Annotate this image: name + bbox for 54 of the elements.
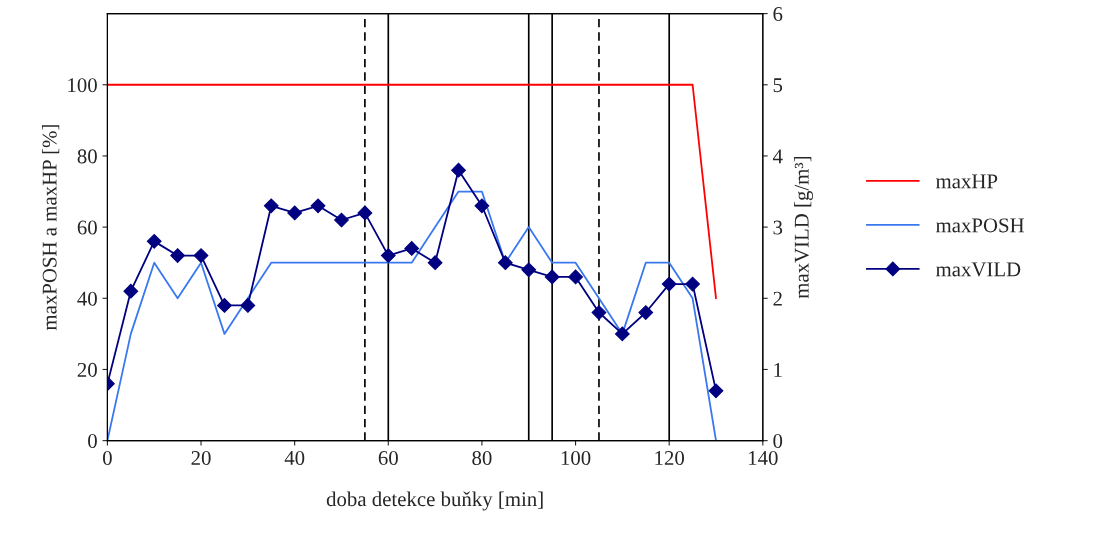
y-axis-title: maxPOSH a maxHP [%] xyxy=(41,125,60,331)
point xyxy=(544,269,560,285)
point xyxy=(334,212,349,228)
y2-tick-label: 5 xyxy=(773,78,783,93)
x-tick-label: 0 xyxy=(102,450,112,466)
point xyxy=(404,241,420,256)
point xyxy=(591,305,607,320)
point xyxy=(217,298,232,313)
y2-axis-title: maxVILD [g/m³] xyxy=(794,156,814,299)
x-tick-label: 40 xyxy=(284,450,305,466)
y-tick-label: 40 xyxy=(77,291,97,306)
y2-tick-label: 2 xyxy=(773,291,782,306)
y-tick-label: 100 xyxy=(68,78,97,93)
x-tick-label: 20 xyxy=(191,450,211,466)
point xyxy=(146,233,162,249)
y2-tick-label: 6 xyxy=(773,7,783,22)
point xyxy=(708,383,724,399)
point xyxy=(310,198,326,214)
point xyxy=(661,276,677,292)
legend-label: maxPOSH xyxy=(935,218,1025,233)
point xyxy=(521,262,537,278)
y2-tick-label: 3 xyxy=(773,220,783,235)
line-series xyxy=(107,190,717,441)
point xyxy=(357,205,373,221)
point xyxy=(568,269,583,285)
point xyxy=(685,276,700,292)
y2-tick-label: 1 xyxy=(774,362,782,377)
point xyxy=(497,255,513,271)
legend-label: maxHP xyxy=(935,174,998,189)
point xyxy=(193,248,209,263)
x-tick-label: 80 xyxy=(472,450,492,466)
point xyxy=(263,198,279,214)
point xyxy=(380,248,396,263)
point xyxy=(451,162,466,178)
x-axis-title: doba detekce buňky [min] xyxy=(326,491,543,511)
y-tick-label: 20 xyxy=(77,362,97,377)
point xyxy=(287,205,303,221)
y2-tick-label: 4 xyxy=(772,149,783,164)
point xyxy=(474,198,490,214)
point xyxy=(427,255,443,271)
y-tick-label: 0 xyxy=(88,434,97,449)
legend-label: maxVILD xyxy=(935,262,1021,277)
x-tick-label: 140 xyxy=(749,450,778,466)
y-tick-label: 80 xyxy=(77,149,97,164)
point xyxy=(638,305,654,320)
point xyxy=(614,326,630,342)
x-tick-label: 120 xyxy=(655,450,685,466)
x-tick-label: 100 xyxy=(561,450,591,466)
y2-tick-label: 0 xyxy=(773,434,783,449)
y-tick-label: 60 xyxy=(77,220,97,235)
x-tick-label: 60 xyxy=(378,450,398,466)
point xyxy=(170,248,186,263)
point xyxy=(240,298,256,313)
point xyxy=(123,283,139,299)
